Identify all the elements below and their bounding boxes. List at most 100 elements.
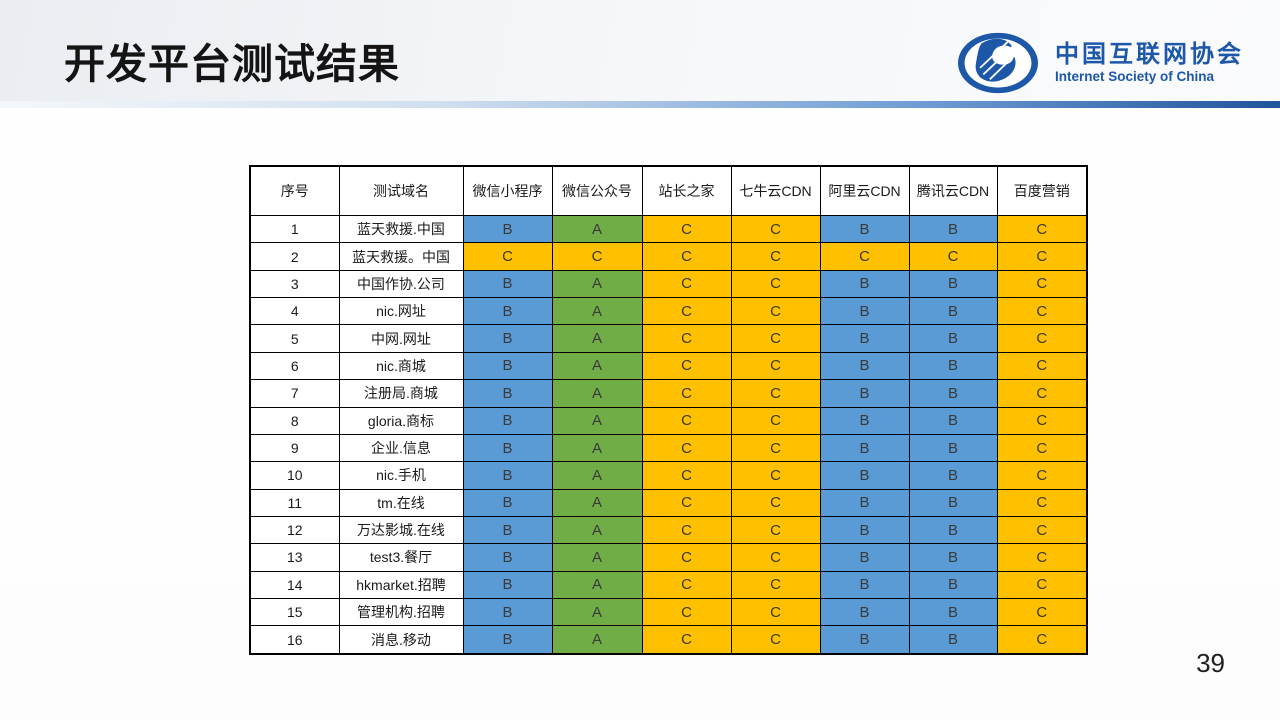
grade-cell: A — [551, 625, 643, 655]
grade-cell: C — [996, 214, 1088, 244]
header-accent-line — [0, 101, 1280, 108]
grade-cell: C — [730, 351, 821, 381]
grade-cell: B — [819, 625, 910, 655]
domain-cell: 消息.移动 — [338, 625, 464, 655]
grade-cell: B — [462, 269, 553, 299]
grade-cell: C — [730, 406, 821, 435]
grade-cell: C — [730, 598, 821, 627]
grade-cell: B — [908, 379, 998, 408]
table-row: 4 nic.网址 B A C C B B C — [249, 297, 1088, 326]
row-number-cell: 14 — [249, 570, 340, 600]
grade-cell: B — [819, 433, 910, 463]
grade-cell: C — [996, 269, 1088, 299]
table-row: 12 万达影城.在线 B A C C B B C — [249, 515, 1088, 545]
grade-cell: B — [819, 297, 910, 326]
grade-cell: C — [641, 461, 732, 490]
grade-cell: A — [551, 214, 643, 244]
grade-cell: A — [551, 570, 643, 600]
grade-cell: B — [819, 269, 910, 299]
grade-cell: C — [996, 433, 1088, 463]
grade-cell: B — [819, 515, 910, 545]
isc-emblem-icon — [958, 32, 1038, 94]
grade-cell: B — [908, 543, 998, 572]
grade-cell: B — [819, 214, 910, 244]
grade-cell: B — [462, 543, 553, 572]
table-row: 15 管理机构.招聘 B A C C B B C — [249, 598, 1088, 627]
grade-cell: B — [819, 543, 910, 572]
column-header: 站长之家 — [641, 165, 732, 216]
row-number-cell: 1 — [249, 214, 340, 244]
grade-cell: C — [462, 242, 553, 271]
grade-cell: C — [996, 351, 1088, 381]
header-band — [0, 0, 1280, 101]
grade-cell: B — [908, 461, 998, 490]
table-header-row: 序号 测试域名 微信小程序 微信公众号 站长之家 七牛云CDN 阿里云CDN 腾讯云CDN 百度… — [249, 165, 1088, 216]
grade-cell: C — [641, 324, 732, 353]
grade-cell: C — [730, 461, 821, 490]
table-row: 16 消息.移动 B A C C B B C — [249, 625, 1088, 655]
grade-cell: B — [819, 570, 910, 600]
logo-text: 中国互联网协会 Internet Society of China — [1055, 40, 1244, 85]
grade-cell: B — [462, 570, 553, 600]
table-row: 6 nic.商城 B A C C B B C — [249, 351, 1088, 381]
grade-cell: A — [551, 406, 643, 435]
grade-cell: C — [996, 488, 1088, 517]
grade-cell: C — [996, 625, 1088, 655]
grade-cell: C — [641, 515, 732, 545]
grade-cell: C — [996, 406, 1088, 435]
grade-cell: B — [819, 324, 910, 353]
row-number-cell: 7 — [249, 379, 340, 408]
grade-cell: B — [462, 214, 553, 244]
grade-cell: C — [996, 297, 1088, 326]
row-number-cell: 15 — [249, 598, 340, 627]
grade-cell: A — [551, 488, 643, 517]
column-header: 测试域名 — [338, 165, 464, 216]
column-header: 七牛云CDN — [730, 165, 821, 216]
column-header: 腾讯云CDN — [908, 165, 998, 216]
grade-cell: B — [462, 351, 553, 381]
column-header: 序号 — [249, 165, 340, 216]
grade-cell: B — [819, 406, 910, 435]
grade-cell: B — [462, 598, 553, 627]
logo: 中国互联网协会 Internet Society of China — [957, 32, 1244, 94]
grade-cell: A — [551, 543, 643, 572]
grade-cell: B — [819, 379, 910, 408]
grade-cell: A — [551, 461, 643, 490]
grade-cell: C — [730, 433, 821, 463]
table-row: 7 注册局.商城 B A C C B B C — [249, 379, 1088, 408]
grade-cell: C — [908, 242, 998, 271]
row-number-cell: 9 — [249, 433, 340, 463]
table-row: 9 企业.信息 B A C C B B C — [249, 433, 1088, 463]
grade-cell: C — [730, 269, 821, 299]
row-number-cell: 3 — [249, 269, 340, 299]
grade-cell: B — [462, 433, 553, 463]
grade-cell: C — [730, 214, 821, 244]
domain-cell: nic.手机 — [338, 461, 464, 490]
grade-cell: C — [730, 242, 821, 271]
grade-cell: C — [641, 269, 732, 299]
logo-name-en: Internet Society of China — [1055, 69, 1215, 85]
domain-cell: 注册局.商城 — [338, 379, 464, 408]
grade-cell: B — [908, 598, 998, 627]
domain-cell: nic.商城 — [338, 351, 464, 381]
row-number-cell: 4 — [249, 297, 340, 326]
grade-cell: C — [996, 324, 1088, 353]
table-row: 5 中网.网址 B A C C B B C — [249, 324, 1088, 353]
grade-cell: B — [908, 297, 998, 326]
row-number-cell: 2 — [249, 242, 340, 271]
grade-cell: B — [819, 598, 910, 627]
domain-cell: tm.在线 — [338, 488, 464, 517]
grade-cell: A — [551, 351, 643, 381]
grade-cell: C — [730, 324, 821, 353]
column-header: 微信公众号 — [551, 165, 643, 216]
results-table: 序号 测试域名 微信小程序 微信公众号 站长之家 七牛云CDN 阿里云CDN 腾讯云CDN 百度… — [249, 165, 1088, 655]
grade-cell: B — [908, 488, 998, 517]
domain-cell: test3.餐厅 — [338, 543, 464, 572]
domain-cell: 中网.网址 — [338, 324, 464, 353]
logo-name-zh: 中国互联网协会 — [1055, 40, 1244, 68]
grade-cell: C — [641, 379, 732, 408]
row-number-cell: 5 — [249, 324, 340, 353]
grade-cell: C — [730, 297, 821, 326]
grade-cell: C — [551, 242, 643, 271]
